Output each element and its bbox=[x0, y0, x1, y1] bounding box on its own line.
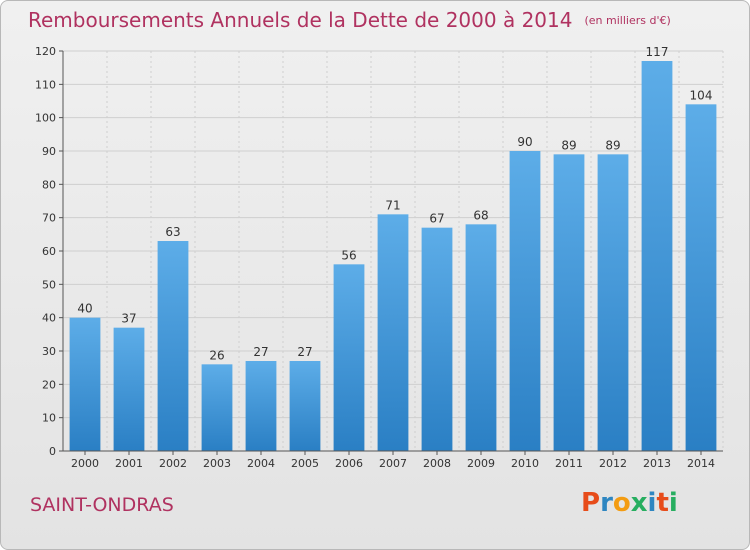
x-tick-label-2000: 2000 bbox=[71, 457, 99, 470]
x-tick-label-2007: 2007 bbox=[379, 457, 407, 470]
data-label-2013: 117 bbox=[646, 45, 669, 59]
x-tick-label-2008: 2008 bbox=[423, 457, 451, 470]
y-tick-label: 100 bbox=[35, 112, 56, 125]
data-label-2002: 63 bbox=[165, 225, 180, 239]
bar-2005 bbox=[289, 361, 321, 451]
x-tick-label-2004: 2004 bbox=[247, 457, 275, 470]
data-label-2006: 56 bbox=[341, 248, 356, 262]
data-label-2014: 104 bbox=[690, 88, 713, 102]
bar-2007 bbox=[377, 214, 409, 451]
data-label-2011: 89 bbox=[561, 138, 576, 152]
data-label-2009: 68 bbox=[473, 208, 488, 222]
bar-2001 bbox=[113, 327, 145, 451]
y-tick-label: 30 bbox=[42, 345, 56, 358]
logo-letter: o bbox=[612, 488, 631, 518]
bar-2008 bbox=[421, 227, 453, 451]
x-tick-label-2006: 2006 bbox=[335, 457, 363, 470]
data-label-2004: 27 bbox=[253, 345, 268, 359]
data-label-2003: 26 bbox=[209, 348, 224, 362]
bar-2002 bbox=[157, 241, 189, 451]
y-tick-label: 50 bbox=[42, 278, 56, 291]
chart-title: Remboursements Annuels de la Dette de 20… bbox=[28, 8, 671, 32]
x-tick-label-2012: 2012 bbox=[599, 457, 627, 470]
logo-letter: r bbox=[600, 488, 613, 518]
y-tick-label: 60 bbox=[42, 245, 56, 258]
bar-2006 bbox=[333, 264, 365, 451]
y-tick-label: 20 bbox=[42, 378, 56, 391]
y-tick-label: 90 bbox=[42, 145, 56, 158]
data-label-2005: 27 bbox=[297, 345, 312, 359]
y-tick-label: 0 bbox=[49, 445, 56, 458]
data-label-2001: 37 bbox=[121, 312, 136, 326]
y-tick-label: 120 bbox=[35, 45, 56, 58]
x-tick-label-2013: 2013 bbox=[643, 457, 671, 470]
chart-title-text: Remboursements Annuels de la Dette de 20… bbox=[28, 8, 573, 32]
bar-2004 bbox=[245, 361, 277, 451]
bar-2010 bbox=[509, 151, 541, 451]
data-label-2000: 40 bbox=[77, 302, 92, 316]
x-tick-label-2010: 2010 bbox=[511, 457, 539, 470]
y-tick-label: 110 bbox=[35, 78, 56, 91]
y-tick-label: 70 bbox=[42, 212, 56, 225]
x-tick-label-2005: 2005 bbox=[291, 457, 319, 470]
y-tick-label: 40 bbox=[42, 312, 56, 325]
bar-2009 bbox=[465, 224, 497, 451]
y-tick-label: 80 bbox=[42, 178, 56, 191]
data-label-2012: 89 bbox=[605, 138, 620, 152]
logo-letter: P bbox=[581, 488, 601, 518]
data-label-2008: 67 bbox=[429, 212, 444, 226]
chart-unit: (en milliers d'€) bbox=[584, 14, 671, 27]
x-tick-label-2011: 2011 bbox=[555, 457, 583, 470]
x-tick-label-2001: 2001 bbox=[115, 457, 143, 470]
logo-letter: i bbox=[668, 488, 678, 518]
logo-letter: t bbox=[656, 488, 669, 518]
logo-letter: i bbox=[647, 488, 657, 518]
bar-2013 bbox=[641, 61, 673, 451]
city-name: SAINT-ONDRAS bbox=[30, 494, 174, 516]
bar-2000 bbox=[69, 317, 101, 451]
bar-2012 bbox=[597, 154, 629, 452]
bar-2014 bbox=[685, 104, 717, 451]
bar-2003 bbox=[201, 364, 233, 451]
data-label-2010: 90 bbox=[517, 135, 532, 149]
bar-2011 bbox=[553, 154, 585, 452]
x-tick-label-2014: 2014 bbox=[687, 457, 715, 470]
logo-letter: x bbox=[630, 488, 648, 518]
proxiti-logo[interactable]: Proxiti bbox=[581, 488, 678, 518]
x-tick-label-2009: 2009 bbox=[467, 457, 495, 470]
x-tick-label-2002: 2002 bbox=[159, 457, 187, 470]
x-tick-label-2003: 2003 bbox=[203, 457, 231, 470]
y-tick-label: 10 bbox=[42, 412, 56, 425]
data-label-2007: 71 bbox=[385, 198, 400, 212]
